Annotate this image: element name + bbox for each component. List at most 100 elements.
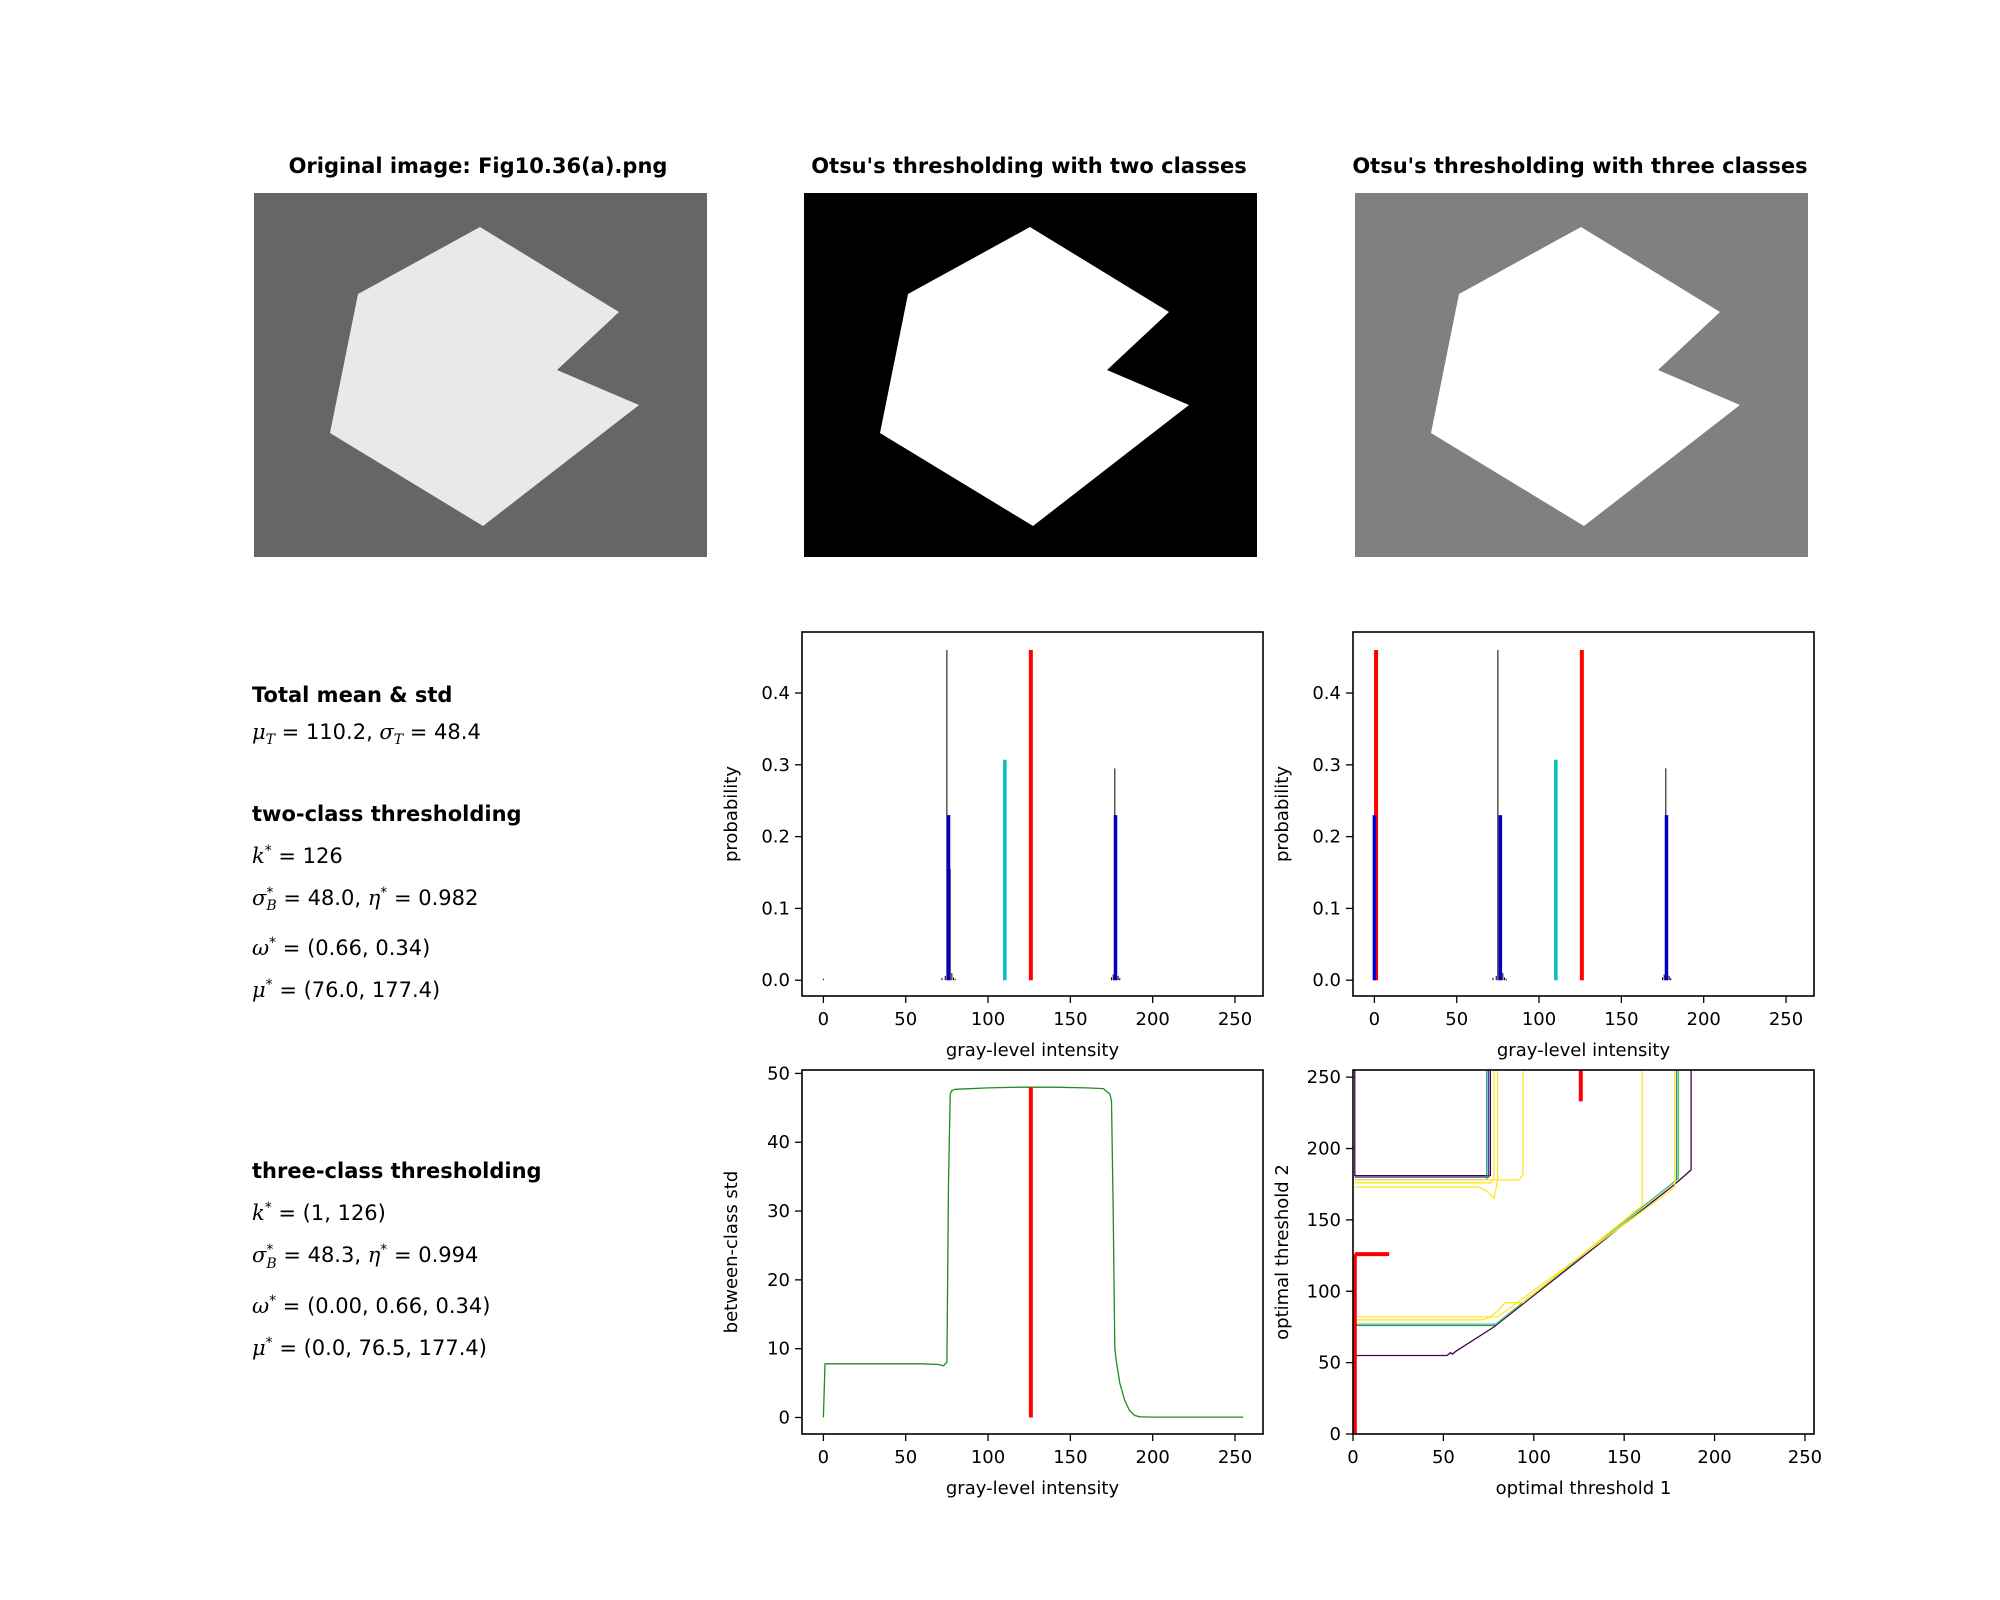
three-class-sigma: σ*B = 48.3, η* = 0.994 [252,1232,542,1282]
title-three-class: Otsu's thresholding with three classes [1352,154,1808,178]
image-shape [330,227,639,526]
omega-value: = (0.00, 0.66, 0.34) [276,1293,491,1318]
x-tick-label: 150 [1053,1009,1087,1030]
star: * [265,1334,273,1351]
y-tick-label: 0.0 [761,970,790,991]
sigma-value: = 48.4 [403,720,481,744]
k-symbol: k [252,844,265,869]
contour-line [1354,1070,1643,1321]
plot-area [1372,649,1672,981]
x-tick-label: 0 [1347,1447,1358,1468]
y-tick-label: 200 [1307,1139,1341,1160]
two-class-sigma: σ*B = 48.0, η* = 0.982 [252,875,542,925]
x-tick-label: 50 [1432,1447,1455,1468]
star: * [380,1242,388,1259]
contour-line [1354,1070,1490,1178]
three-class-omega: ω* = (0.00, 0.66, 0.34) [252,1283,542,1325]
total-mean-std: μT = 110.2, σT = 48.4 [252,714,542,759]
two-class-image [804,193,1257,557]
contour-line [1354,1070,1495,1184]
x-tick-label: 150 [1604,1009,1638,1030]
contour-line [1354,1070,1676,1318]
y-tick-label: 0.2 [1312,827,1341,848]
contour-line [1354,1070,1678,1327]
two-class-omega: ω* = (0.66, 0.34) [252,925,542,967]
mu-symbol: μ [252,720,266,744]
star: * [266,885,274,902]
omega-symbol: ω [252,936,270,961]
total-heading: Total mean & std [252,683,453,707]
contour-line [1354,1070,1492,1177]
axes-frame [1352,1069,1815,1435]
sigma-subscript: T [393,732,404,749]
y-tick-label: 100 [1307,1281,1341,1302]
star: * [269,935,277,952]
eta-value: = 0.994 [387,1243,479,1268]
x-axis-label: gray-level intensity [1497,1040,1671,1061]
x-tick-label: 150 [1607,1447,1641,1468]
sigma-symbol: σ [252,886,267,911]
between-class-std-line [822,1086,1244,1418]
chart-contour-map: 0 50 100 150 200 250 0 50 100 150 200 250 optimal th… [1272,1067,1822,1499]
y-tick-label: 40 [767,1132,790,1153]
k-value: = (1, 126) [271,1201,386,1226]
contour-line [1354,1070,1680,1325]
contour-line [1354,1070,1499,1200]
y-axis-label: between-class std [721,1171,742,1334]
y-tick-label: 0 [1330,1424,1341,1445]
plot-area [822,649,1121,981]
y-axis-label: probability [721,766,742,862]
x-tick-label: 200 [1687,1009,1721,1030]
x-tick-label: 200 [1136,1447,1170,1468]
y-tick-label: 250 [1307,1067,1341,1088]
x-tick-label: 100 [1517,1447,1551,1468]
x-tick-label: 100 [1522,1009,1556,1030]
y-axis-label: probability [1272,766,1293,862]
axes-frame [1352,631,1815,997]
x-tick-label: 250 [1218,1447,1252,1468]
x-tick-label: 250 [1769,1009,1803,1030]
x-tick-label: 50 [1445,1009,1468,1030]
sigma-subscript: B [266,1255,277,1272]
x-tick-label: 0 [818,1447,829,1468]
x-tick-label: 0 [1369,1009,1380,1030]
y-tick-label: 30 [767,1201,790,1222]
star: * [264,1200,272,1217]
sigma-symbol: σ [379,720,394,744]
title-original: Original image: Fig10.36(a).png [288,154,668,178]
contour-line [1354,1070,1692,1357]
y-tick-label: 50 [1318,1353,1341,1374]
x-tick-label: 200 [1697,1447,1731,1468]
two-class-k: k* = 126 [252,833,542,875]
y-tick-label: 0.3 [761,755,790,776]
mu-value: = (76.0, 177.4) [272,978,441,1003]
three-class-k: k* = (1, 126) [252,1190,542,1232]
axes-frame [801,631,1264,997]
contour-line [1354,1070,1488,1181]
star: * [266,1242,274,1259]
sigma-subscript: B [266,898,277,915]
chart-hist-three: 0 50 100 150 200 250 0.0 0.1 0.2 0.3 0.4 gray-level… [1272,631,1815,1061]
mu-symbol: μ [252,1335,266,1360]
k-symbol: k [252,1201,265,1226]
sigma-value: = 48.3, [276,1243,368,1268]
x-tick-label: 250 [1218,1009,1252,1030]
mu-value: = (0.0, 76.5, 177.4) [272,1335,487,1360]
y-tick-label: 150 [1307,1210,1341,1231]
title-two-class: Otsu's thresholding with two classes [811,154,1247,178]
y-tick-label: 0.4 [1312,683,1341,704]
three-class-mu: μ* = (0.0, 76.5, 177.4) [252,1325,542,1367]
eta-symbol: η [367,1243,381,1268]
two-class-heading: two-class thresholding [252,802,522,827]
eta-value: = 0.982 [387,886,479,911]
plot-area [822,1086,1244,1418]
x-tick-label: 50 [894,1009,917,1030]
omega-value: = (0.66, 0.34) [276,936,431,961]
x-tick-label: 50 [894,1447,917,1468]
axes-frame [801,1069,1264,1435]
y-tick-label: 0.0 [1312,970,1341,991]
contour-line [1354,1070,1524,1181]
y-tick-label: 50 [767,1063,790,1084]
y-tick-label: 0.4 [761,683,790,704]
